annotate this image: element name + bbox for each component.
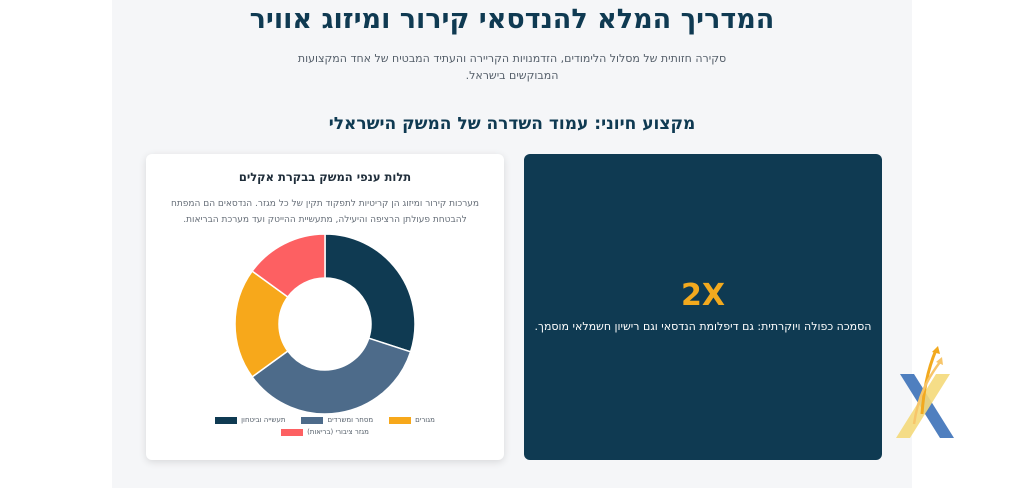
legend-label: תעשייה וביטחון (241, 416, 286, 424)
legend-label: מגזר ציבורי (בריאות) (307, 428, 369, 436)
legend-item: מסחר ומשרדים (301, 416, 373, 424)
legend-item: מגורים (389, 416, 435, 424)
stat-value: 2X (680, 278, 725, 313)
stat-card: 2X הסמכה כפולה ויוקרתית: גם דיפלומת הנדס… (524, 154, 882, 460)
legend-label: מגורים (415, 416, 435, 424)
legend-swatch (215, 416, 238, 424)
brand-x-arrows-icon (896, 346, 954, 438)
chart-card: תלות ענפי המשק בבקרת אקלים מערכות קירור … (146, 154, 504, 460)
page-container: המדריך המלא להנדסאי קירור ומיזוג אוויר ס… (112, 0, 912, 488)
legend-item: תעשייה וביטחון (215, 416, 285, 424)
donut-slice-0 (324, 234, 415, 353)
legend-swatch (301, 416, 324, 424)
section-title: מקצוע חיוני: עמוד השדרה של המשק הישראלי (328, 114, 696, 134)
chart-description: מערכות קירור ומיזוג הן קריטיות לתפקוד תק… (170, 199, 480, 225)
donut-slice-3 (251, 234, 326, 299)
page-subtitle: סקירה חזותית של מסלול הלימודים, הזדמנויו… (297, 52, 727, 82)
page-title: המדריך המלא להנדסאי קירור ומיזוג אוויר (249, 4, 775, 35)
legend-label: מסחר ומשרדים (327, 416, 374, 424)
stat-description: הסמכה כפולה ויוקרתית: גם דיפלומת הנדסאי … (534, 320, 872, 333)
donut-chart (235, 234, 415, 414)
chart-title: תלות ענפי המשק בבקרת אקלים (238, 170, 412, 184)
legend-item: מגזר ציבורי (בריאות) (281, 428, 369, 436)
legend-swatch (389, 416, 412, 424)
chart-legend: תעשייה וביטחון מסחר ומשרדים מגורים מגזר ציב… (186, 416, 464, 436)
legend-swatch (281, 428, 304, 436)
donut-slice-1 (251, 337, 412, 414)
